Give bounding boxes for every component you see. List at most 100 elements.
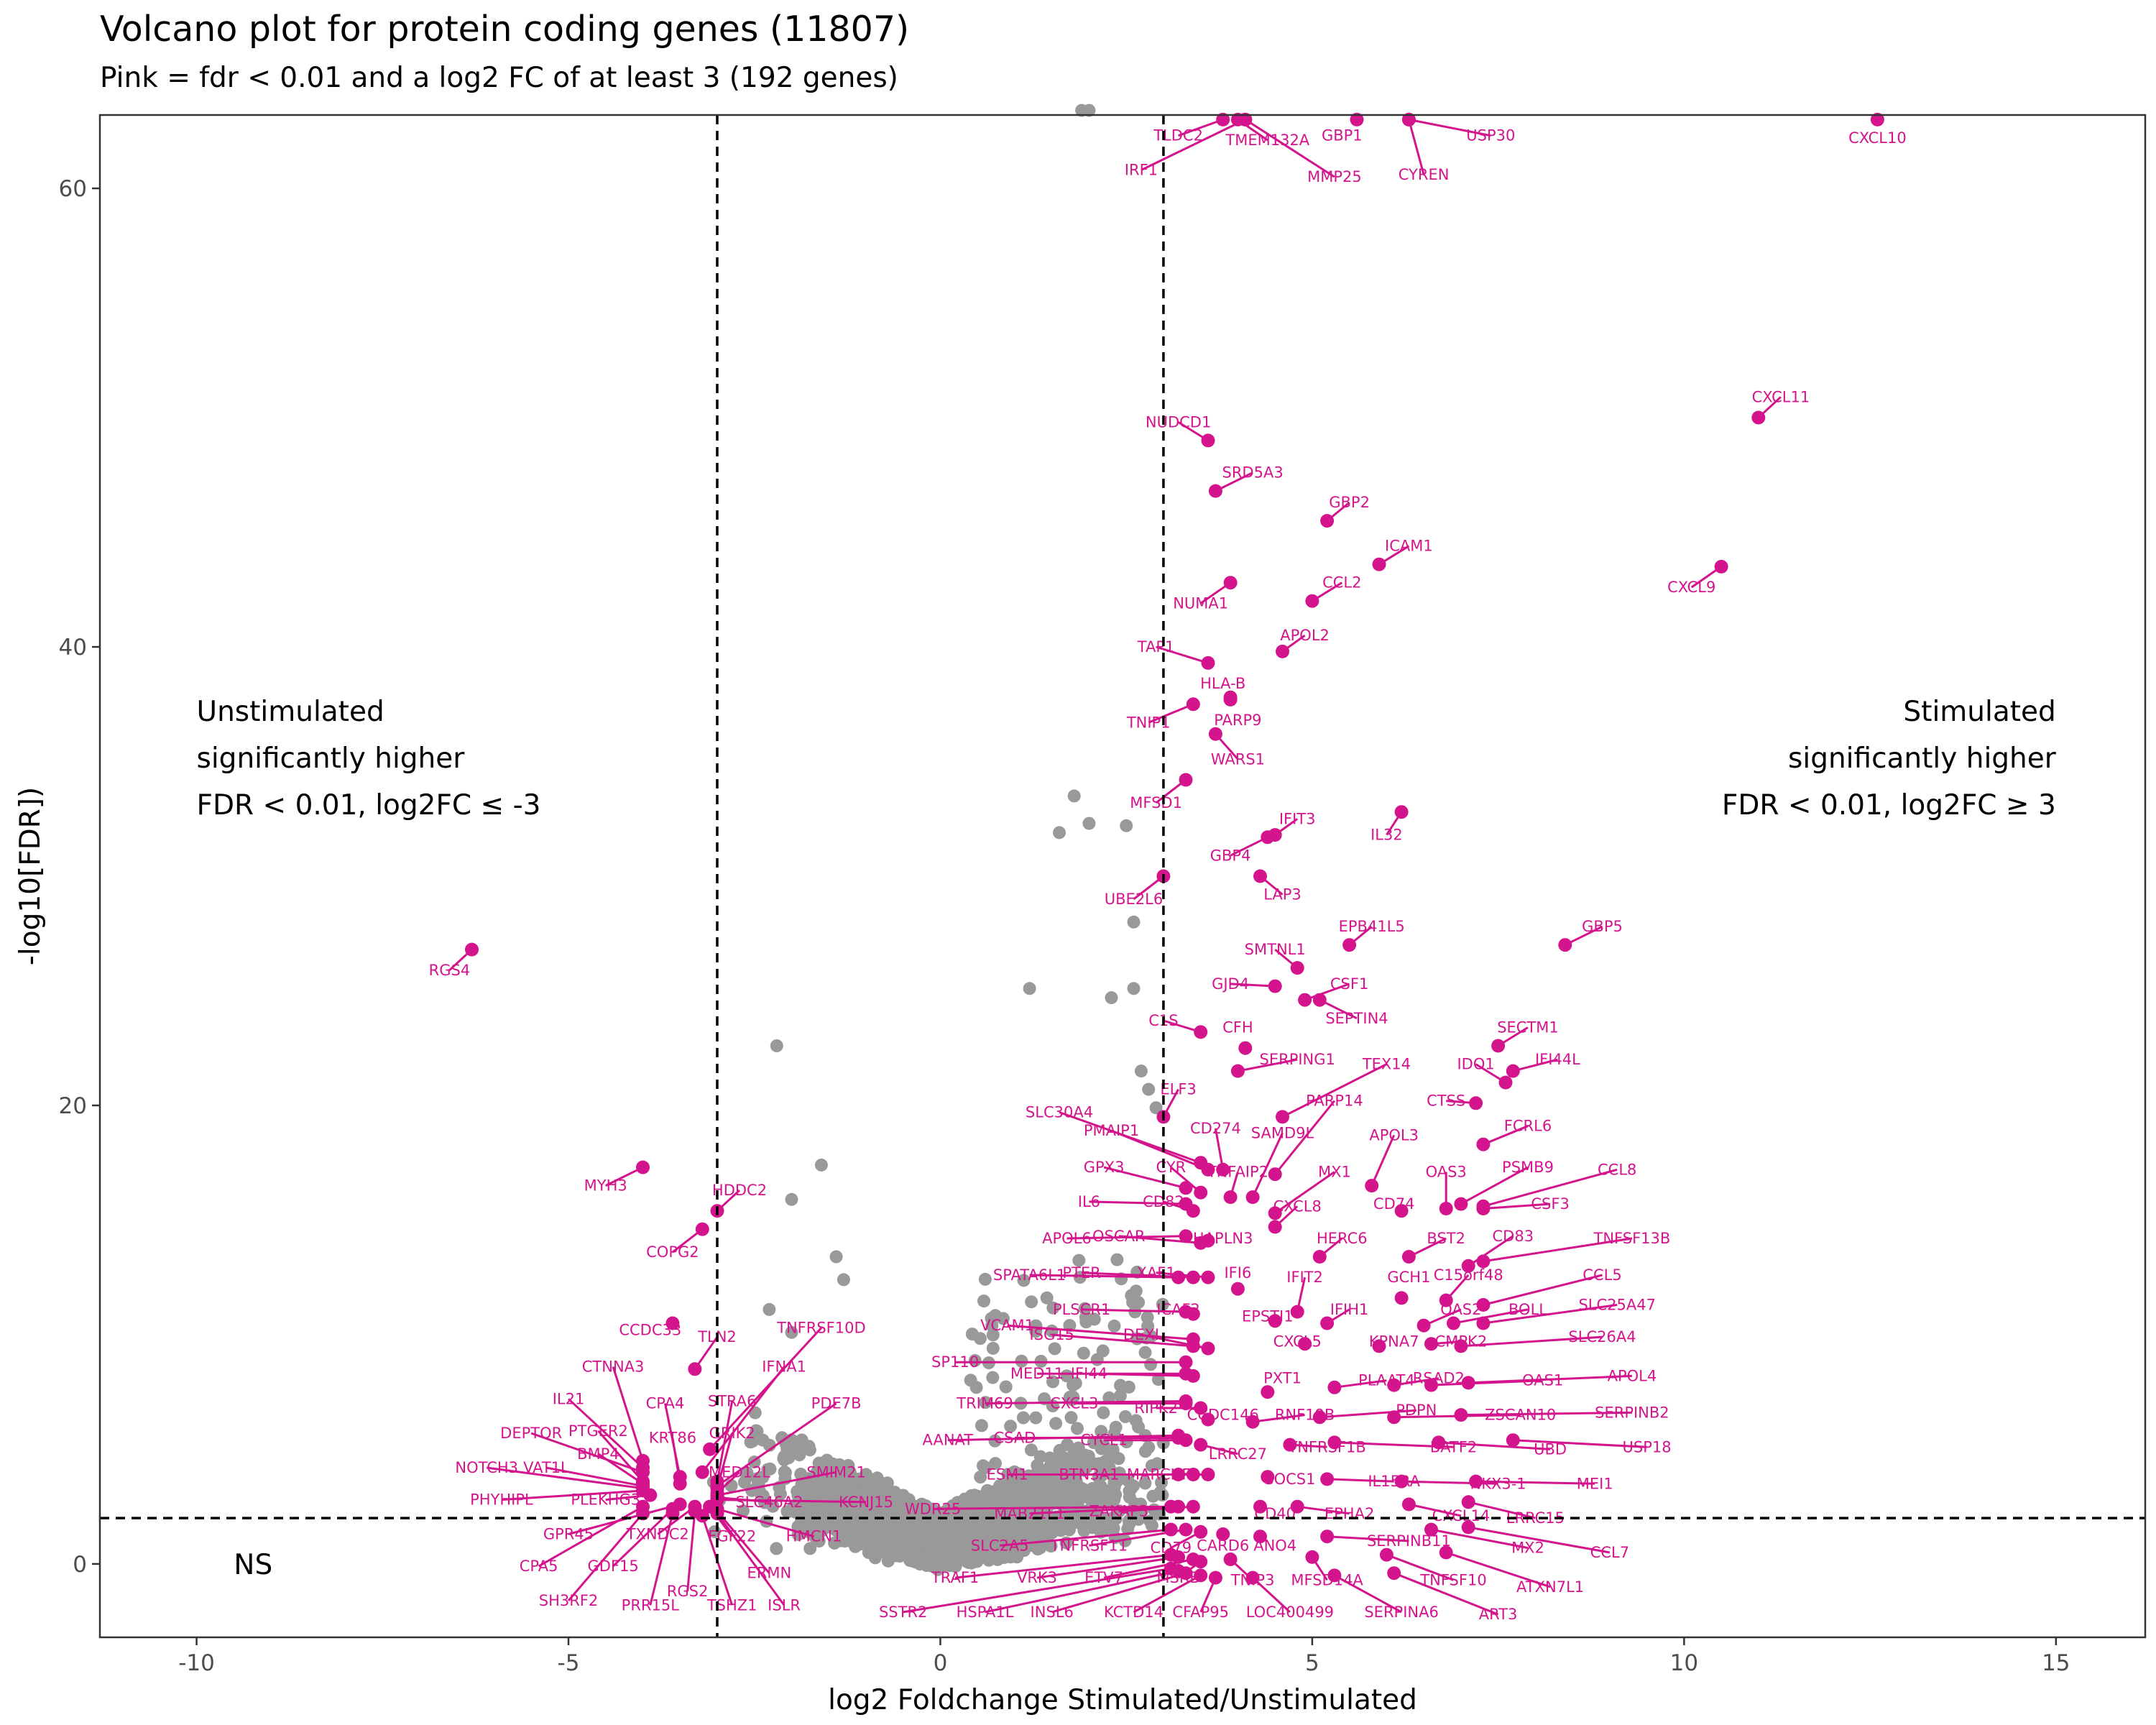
gene-label: C15orf48	[1434, 1266, 1503, 1284]
leader-line	[597, 1430, 644, 1483]
leader-line	[530, 1432, 643, 1473]
significant-point	[1327, 1380, 1342, 1394]
leader-line	[1483, 1237, 1633, 1263]
gene-label: ERMN	[747, 1565, 792, 1582]
leader-line	[1051, 1572, 1187, 1614]
leader-line	[1334, 1379, 1387, 1389]
significant-point	[1179, 1566, 1193, 1581]
nonsignificant-point	[755, 1487, 768, 1501]
significant-point	[1751, 410, 1766, 425]
gene-label: WDR25	[905, 1500, 961, 1517]
gene-label: DEPTOR	[500, 1425, 562, 1442]
gene-label: PRR15L	[622, 1596, 680, 1614]
significant-point	[1261, 830, 1275, 845]
nonsignificant-point	[949, 1550, 963, 1564]
gene-label: OAS3	[1426, 1164, 1467, 1181]
gene-label: MAB21L1	[994, 1505, 1065, 1522]
leader-line	[567, 1398, 644, 1469]
significant-point	[1342, 938, 1357, 952]
nonsignificant-point	[881, 1554, 895, 1568]
nonsignificant-point	[788, 1443, 802, 1456]
nonsignificant-point	[1071, 1422, 1084, 1435]
leader-line	[1431, 1528, 1529, 1550]
nonsignificant-point	[827, 1482, 841, 1496]
nonsignificant-point	[991, 1484, 1005, 1498]
leader-line	[717, 1402, 837, 1487]
gene-label: SRD5A3	[1222, 464, 1284, 482]
nonsignificant-point	[962, 1495, 975, 1509]
gene-label: MX2	[1511, 1540, 1544, 1557]
leader-line	[1483, 1202, 1551, 1210]
x-tick-label: 0	[934, 1650, 948, 1676]
gene-label: IFI44L	[1535, 1051, 1580, 1068]
gene-label: RIPK2	[1134, 1399, 1178, 1417]
leader-line	[1230, 836, 1268, 857]
nonsignificant-point	[986, 1341, 1000, 1355]
gene-label: USP18	[1623, 1438, 1672, 1455]
leader-line	[1089, 1372, 1194, 1377]
significant-point	[1320, 1316, 1335, 1330]
significant-point	[1298, 1337, 1312, 1351]
significant-point	[1201, 433, 1215, 448]
gene-label: CSF1	[1330, 975, 1368, 993]
gene-label: CPA4	[646, 1395, 685, 1412]
gene-label: UBD	[1534, 1440, 1567, 1458]
leader-line	[1214, 1128, 1225, 1170]
nonsignificant-point	[1082, 1450, 1095, 1463]
nonsignificant-point	[811, 1474, 825, 1488]
nonsignificant-point	[890, 1501, 903, 1515]
significant-point	[1714, 559, 1728, 574]
label-leader-lines	[448, 118, 1782, 1616]
gene-label: TNFRSF11	[1050, 1537, 1128, 1554]
nonsignificant-point	[1023, 982, 1036, 995]
gene-label: IL21	[553, 1390, 585, 1407]
significant-point	[1387, 1566, 1401, 1581]
gene-label: IFIT2	[1286, 1269, 1323, 1286]
gene-label: CYREN	[1399, 166, 1450, 183]
gene-label: PHYHIPL	[470, 1491, 533, 1509]
gene-label: TMEM132A	[1225, 132, 1309, 149]
nonsignificant-point	[923, 1517, 936, 1530]
nonsignificant-point	[1072, 1491, 1085, 1504]
leader-line	[1468, 1526, 1611, 1554]
leader-line	[1409, 1503, 1462, 1517]
leader-line	[1304, 983, 1350, 1001]
nonsignificant-point	[979, 1460, 992, 1474]
gene-label: SLC30A4	[1026, 1104, 1093, 1121]
leader-line	[1281, 1063, 1388, 1118]
leader-line	[717, 1471, 837, 1496]
nonsignificant-point	[868, 1486, 882, 1500]
nonsignificant-point	[814, 1158, 828, 1172]
nonsignificant-point	[860, 1468, 872, 1481]
gene-label: CCL8	[1598, 1161, 1636, 1178]
gene-label: GBP4	[1210, 847, 1251, 864]
nonsignificant-point	[1142, 1440, 1156, 1454]
nonsignificant-point	[1145, 1459, 1158, 1473]
gene-label: SAMD9L	[1251, 1124, 1314, 1141]
gene-label: SLC46A2	[735, 1494, 803, 1511]
leader-line	[649, 1513, 674, 1606]
significant-point	[1201, 1341, 1215, 1356]
significant-point	[1186, 1270, 1200, 1284]
nonsignificant-point	[845, 1491, 859, 1504]
gene-label: TNFSF10	[1419, 1571, 1486, 1588]
nonsignificant-point	[811, 1517, 824, 1531]
significant-point	[1290, 961, 1304, 975]
gene-label: NUDCD1	[1146, 413, 1211, 431]
leader-line	[1148, 703, 1194, 724]
nonsignificant-point	[1003, 1491, 1016, 1504]
leader-line	[1460, 1335, 1603, 1348]
nonsignificant-point	[740, 1466, 754, 1480]
region-annotation-line: Stimulated	[1903, 696, 2055, 728]
gene-label: GBP1	[1322, 127, 1363, 144]
significant-point	[665, 1316, 680, 1330]
leader-line	[717, 1499, 867, 1504]
leader-line	[1334, 1574, 1402, 1614]
gene-label: HDDC2	[712, 1182, 767, 1199]
gene-label: TEX14	[1362, 1056, 1411, 1073]
leader-line	[1468, 1374, 1632, 1384]
gene-label: TRAF1	[931, 1569, 979, 1586]
gene-label: CD83	[1493, 1228, 1534, 1245]
gene-label: TXNDC2	[626, 1526, 689, 1543]
